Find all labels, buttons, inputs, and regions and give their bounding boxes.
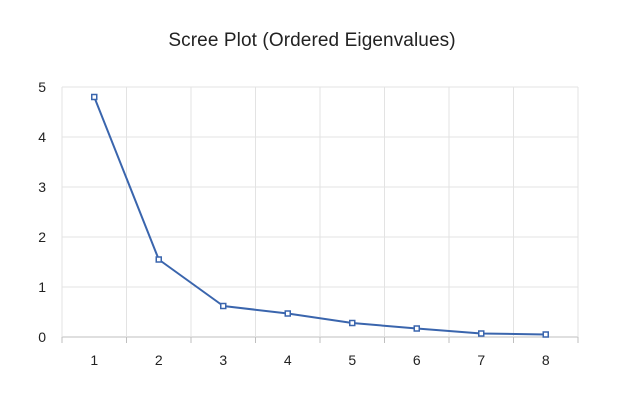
- x-tick-label: 1: [90, 352, 98, 368]
- y-tick-label: 0: [38, 329, 46, 345]
- x-tick-label: 6: [413, 352, 421, 368]
- y-tick-label: 1: [38, 279, 46, 295]
- y-tick-label: 5: [38, 79, 46, 95]
- data-point-marker: [413, 325, 420, 332]
- data-point-marker: [542, 331, 549, 338]
- data-point-marker: [220, 302, 227, 310]
- data-point-marker: [478, 330, 485, 337]
- series-line: [93, 96, 546, 336]
- y-tick-label: 3: [38, 179, 46, 195]
- x-tick-label: 3: [219, 352, 227, 368]
- x-tick-label: 7: [477, 352, 485, 368]
- data-point-marker: [284, 310, 291, 317]
- data-point-marker: [349, 319, 356, 327]
- y-tick-label: 4: [38, 129, 46, 145]
- chart-title: Scree Plot (Ordered Eigenvalues): [168, 30, 456, 51]
- data-point-marker: [91, 93, 98, 101]
- x-tick-label: 8: [542, 352, 550, 368]
- y-tick-label: 2: [38, 229, 46, 245]
- x-tick-label: 4: [284, 352, 292, 368]
- x-tick-label: 2: [155, 352, 163, 368]
- data-point-marker: [155, 256, 162, 263]
- x-tick-label: 5: [348, 352, 356, 368]
